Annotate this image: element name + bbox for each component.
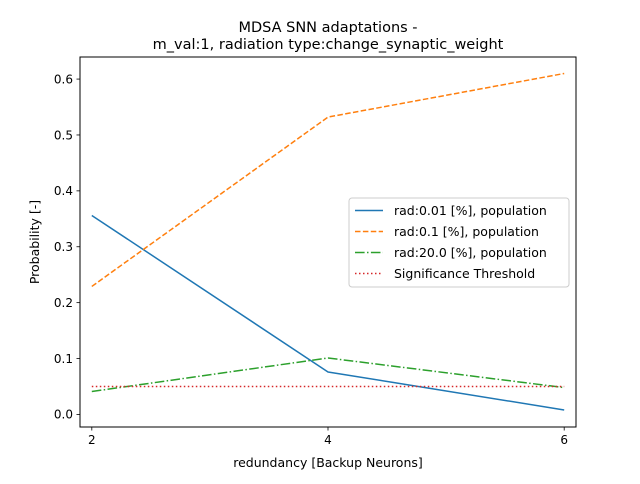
chart-title-line-1: MDSA SNN adaptations -: [238, 20, 417, 36]
axis-ticks: 2 4 6 0.0 0.1 0.2 0.3 0.4 0.5 0.6: [54, 72, 568, 447]
y-tick-label: 0.6: [54, 72, 73, 86]
legend-box: [348, 197, 570, 288]
legend: rad:0.01 [%], population rad:0.1 [%], pop…: [348, 197, 570, 288]
y-tick-label: 0.1: [54, 352, 73, 366]
legend-label-1: rad:0.01 [%], population: [394, 203, 547, 218]
x-tick-label: 6: [560, 433, 568, 447]
x-tick-label: 2: [88, 433, 96, 447]
legend-label-4: Significance Threshold: [394, 266, 535, 281]
legend-label-3: rad:20.0 [%], population: [394, 245, 547, 260]
y-tick-label: 0.3: [54, 240, 73, 254]
y-tick-label: 0.2: [54, 296, 73, 310]
series-line-3: [91, 357, 565, 393]
y-axis-label: Probability [-]: [27, 200, 42, 284]
x-axis-label: redundancy [Backup Neurons]: [233, 455, 423, 470]
series-lines: [91, 72, 565, 411]
chart-title-line-2: m_val:1, radiation type:change_synaptic_…: [153, 37, 504, 53]
legend-label-2: rad:0.1 [%], population: [394, 224, 539, 239]
plot-frame: [79, 56, 577, 428]
y-tick-label: 0.5: [54, 128, 73, 142]
y-tick-label: 0.0: [54, 408, 73, 422]
x-tick-label: 4: [324, 433, 332, 447]
y-tick-label: 0.4: [54, 184, 73, 198]
series-line-2: [91, 72, 565, 288]
series-line-1: [91, 214, 565, 411]
